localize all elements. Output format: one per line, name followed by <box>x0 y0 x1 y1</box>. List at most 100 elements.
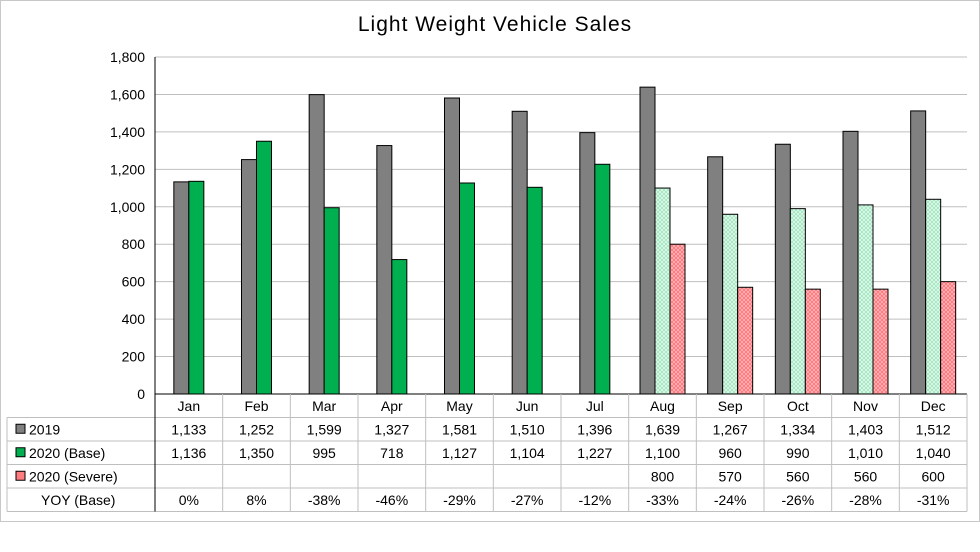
table-cell: 8% <box>246 492 266 508</box>
bar-2020-base-sep <box>722 213 739 395</box>
y-tick-label: 1,200 <box>110 161 145 177</box>
table-cell: 560 <box>854 468 878 484</box>
bar-2019-mar <box>308 94 325 395</box>
x-tick-label: Jun <box>516 398 539 414</box>
y-tick-label: 0 <box>137 386 145 402</box>
chart-frame: Light Weight Vehicle Sales Jan Feb Mar Apr M… <box>0 0 980 522</box>
table-cell: 1,010 <box>848 445 883 461</box>
table-cell: 1,040 <box>916 445 951 461</box>
legend-key <box>15 423 26 434</box>
table-cell: -26% <box>781 492 814 508</box>
bar-2019-jun <box>511 110 528 395</box>
table-cell: 0% <box>179 492 199 508</box>
bar-2020-severe-nov <box>872 288 889 395</box>
table-cell: -12% <box>578 492 611 508</box>
y-tick-label: 1,400 <box>110 124 145 140</box>
table-cell: -38% <box>308 492 341 508</box>
bar-2020-base-feb <box>256 140 272 395</box>
y-tick-label: 600 <box>122 274 146 290</box>
x-tick-label: Nov <box>853 398 878 414</box>
table-cell: 560 <box>786 468 810 484</box>
table-cell: 1,396 <box>577 421 612 437</box>
bar-2020-base-jun <box>526 186 543 395</box>
table-cell: 990 <box>786 445 810 461</box>
table-cell: 1,334 <box>780 421 815 437</box>
table-cell: 1,127 <box>442 445 477 461</box>
bar-2019-nov <box>842 130 859 395</box>
x-tick-label: Dec <box>921 398 946 414</box>
chart-title: Light Weight Vehicle Sales <box>358 13 632 36</box>
bar-2020-base-dec <box>925 198 942 395</box>
table-cell: 1,133 <box>171 421 206 437</box>
table-cell: 1,104 <box>510 445 545 461</box>
table-cell: 1,227 <box>577 445 612 461</box>
bar-2020-severe-aug <box>669 243 686 395</box>
bar-2020-base-may <box>459 182 475 395</box>
bar-2020-base-jul <box>594 163 611 395</box>
table-cell: -29% <box>443 492 476 508</box>
table-cell: 1,350 <box>239 445 274 461</box>
table-cell: -46% <box>375 492 408 508</box>
table-cell: 1,100 <box>645 445 680 461</box>
x-tick-label: Aug <box>650 398 675 414</box>
table-cell: 995 <box>312 445 336 461</box>
legend-key <box>15 470 26 481</box>
vehicle-sales-chart: Light Weight Vehicle Sales Jan Feb Mar Apr M… <box>6 13 968 512</box>
table-row-label: 2020 (Base) <box>29 445 105 461</box>
table-cell: 1,252 <box>239 421 274 437</box>
table-cell: 1,510 <box>510 421 545 437</box>
x-tick-label: Jan <box>178 398 201 414</box>
table-cell: 1,512 <box>916 421 951 437</box>
table-cell: 1,327 <box>374 421 409 437</box>
table-cell: -28% <box>849 492 882 508</box>
table-cell: -33% <box>646 492 679 508</box>
bar-2019-sep <box>707 156 724 395</box>
y-tick-label: 200 <box>122 349 146 365</box>
table-row-label: 2019 <box>29 421 60 437</box>
table-cell: -31% <box>917 492 950 508</box>
bar-2019-apr <box>376 145 393 395</box>
table-cell: 1,639 <box>645 421 680 437</box>
bar-2020-base-aug <box>654 187 671 395</box>
table-row-label: YOY (Base) <box>41 492 115 508</box>
x-tick-label: May <box>446 398 472 414</box>
bar-2020-base-mar <box>323 207 340 395</box>
bar-2019-jul <box>579 132 596 395</box>
bar-2020-severe-sep <box>737 286 754 395</box>
table-cell: 600 <box>921 468 945 484</box>
x-tick-label: Mar <box>312 398 336 414</box>
bar-2019-aug <box>639 86 656 395</box>
bar-2019-feb <box>241 159 257 395</box>
table-cell: -24% <box>714 492 747 508</box>
y-tick-label: 1,800 <box>110 49 145 65</box>
bar-2020-severe-oct <box>804 288 821 395</box>
bar-2020-base-oct <box>789 208 806 395</box>
table-cell: 1,599 <box>307 421 342 437</box>
y-tick-label: 400 <box>122 311 146 327</box>
x-tick-label: Apr <box>381 398 403 414</box>
table-cell: 960 <box>718 445 742 461</box>
table-cell: -27% <box>511 492 544 508</box>
table-cell: 1,136 <box>171 445 206 461</box>
x-tick-label: Jul <box>586 398 604 414</box>
x-tick-label: Oct <box>787 398 809 414</box>
bar-2019-oct <box>774 143 791 395</box>
table-cell: 570 <box>718 468 742 484</box>
bar-2020-severe-dec <box>940 281 957 395</box>
bar-2019-jan <box>173 181 190 395</box>
table-cell: 800 <box>651 468 675 484</box>
table-cell: 1,581 <box>442 421 477 437</box>
bar-2020-base-jan <box>188 180 205 395</box>
table-cell: 1,267 <box>713 421 748 437</box>
y-tick-label: 1,600 <box>110 86 145 102</box>
table-cell: 718 <box>380 445 404 461</box>
table-row-label: 2020 (Severe) <box>29 468 118 484</box>
legend-key <box>15 447 26 458</box>
y-tick-label: 800 <box>122 236 146 252</box>
bar-2019-dec <box>910 110 927 395</box>
x-tick-label: Sep <box>718 398 743 414</box>
bar-2019-may <box>444 97 460 395</box>
table-cell: 1,403 <box>848 421 883 437</box>
y-tick-label: 1,000 <box>110 199 145 215</box>
bar-2020-base-apr <box>391 259 408 395</box>
